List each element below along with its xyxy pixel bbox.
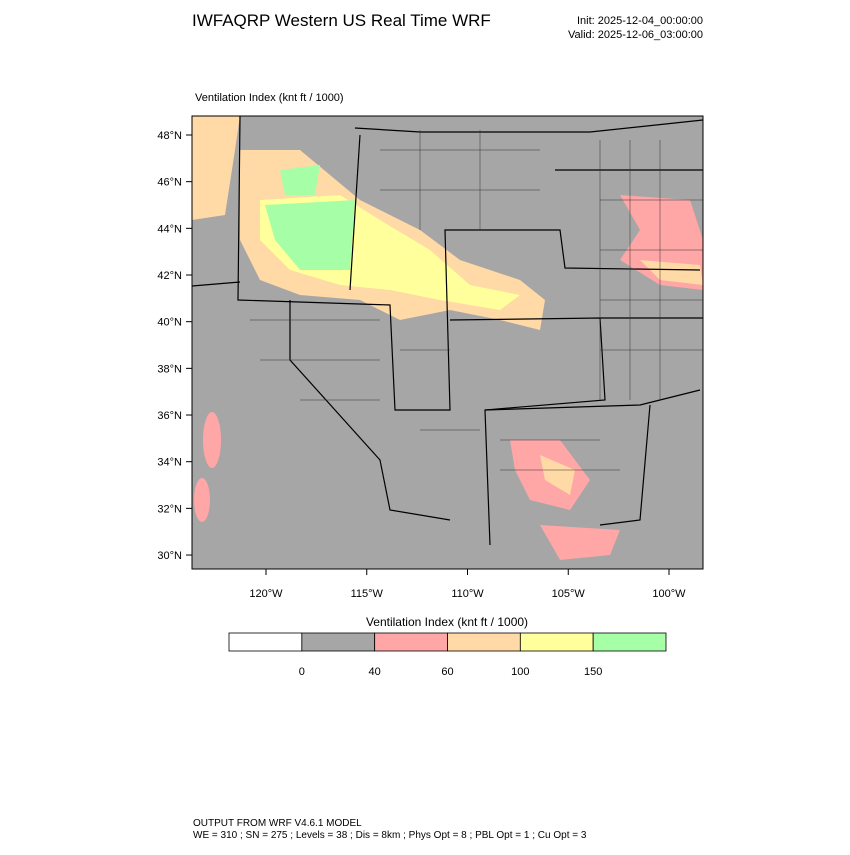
colorbar-level: 0: [299, 666, 305, 678]
footer-line: WE = 310 ; SN = 275 ; Levels = 38 ; Dis …: [193, 830, 587, 841]
field-patch: [540, 455, 575, 495]
colorbar-box: [301, 632, 376, 652]
map-label: Ventilation Index (knt ft / 1000): [195, 92, 344, 104]
lon-label: 120°W: [249, 588, 283, 600]
lat-label: 32°N: [157, 503, 182, 515]
lat-labels: 48°N 46°N 44°N 42°N 40°N 38°N 36°N 34°N 32°N 30°N: [157, 130, 192, 562]
colorbar-box: [374, 632, 448, 652]
lon-label: 100°W: [652, 588, 686, 600]
county-borders: [250, 130, 703, 471]
lat-label: 42°N: [157, 270, 182, 282]
field-patch: [540, 525, 620, 560]
colorbar-level: 150: [584, 666, 602, 678]
map-frame: [191, 115, 704, 570]
colorbar-level: 100: [511, 666, 529, 678]
colorbar-level: 40: [369, 666, 381, 678]
field-patch: [280, 165, 320, 195]
field-patch: [194, 478, 210, 522]
lat-label: 36°N: [157, 410, 182, 422]
footer-line: OUTPUT FROM WRF V4.6.1 MODEL: [193, 818, 362, 829]
colorbar: 0 40 60 100 150: [228, 632, 667, 678]
lon-labels: 120°W 115°W 110°W 105°W 100°W: [249, 569, 686, 600]
lon-label: 115°W: [351, 588, 384, 600]
state-borders: [192, 116, 703, 546]
lat-label: 44°N: [157, 223, 182, 235]
colorbar-box: [447, 632, 521, 652]
field-patch: [640, 260, 703, 285]
lat-label: 38°N: [157, 363, 182, 375]
field-patch: [203, 412, 221, 468]
colorbar-box: [519, 632, 594, 652]
field-patch: [192, 116, 240, 220]
init-time: Init: 2025-12-04_00:00:00: [577, 15, 703, 27]
title: IWFAQRP Western US Real Time WRF: [192, 11, 491, 30]
map: [191, 115, 704, 570]
colorbar-level: 60: [441, 666, 453, 678]
colorbar-title: Ventilation Index (knt ft / 1000): [366, 615, 528, 629]
colorbar-box: [592, 632, 667, 652]
lon-label: 105°W: [552, 588, 586, 600]
valid-time: Valid: 2025-12-06_03:00:00: [568, 29, 703, 41]
lon-label: 110°W: [451, 588, 484, 600]
lat-label: 30°N: [157, 550, 182, 562]
field-patch: [265, 200, 355, 270]
colorbar-box: [228, 632, 303, 652]
lat-label: 46°N: [157, 177, 182, 189]
lat-label: 34°N: [157, 457, 182, 469]
lat-label: 40°N: [157, 317, 182, 329]
lat-label: 48°N: [157, 130, 182, 142]
